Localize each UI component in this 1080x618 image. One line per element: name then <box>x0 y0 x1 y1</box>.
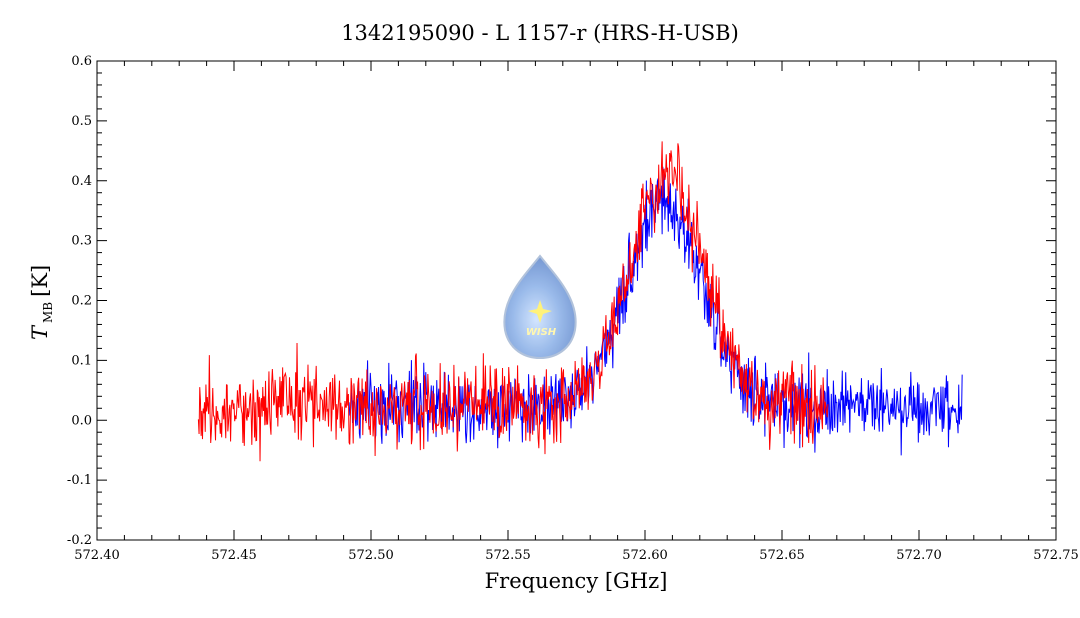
x-tick-label: 572.70 <box>896 548 942 563</box>
logo-text: WISH <box>526 327 557 338</box>
chart-title: 1342195090 - L 1157-r (HRS-H-USB) <box>341 21 739 45</box>
wish-logo: WISH <box>503 254 577 360</box>
y-tick-label: 0.2 <box>71 294 92 309</box>
x-tick-label: 572.40 <box>74 548 120 563</box>
y-tick-label: 0.6 <box>71 54 92 69</box>
y-tick-label: 0.0 <box>71 413 92 428</box>
y-tick-labels: -0.2 -0.1 0.0 0.1 0.2 0.3 0.4 0.5 0.6 <box>67 54 92 548</box>
x-tick-labels: 572.40 572.45 572.50 572.55 572.60 572.65 572.… <box>74 548 1079 563</box>
y-tick-label: 0.3 <box>71 234 92 249</box>
series-layer <box>197 141 963 462</box>
axis-ticks <box>96 60 1057 541</box>
x-tick-label: 572.60 <box>622 548 668 563</box>
y-tick-label: -0.1 <box>67 473 92 488</box>
y-tick-label: 0.4 <box>71 174 92 189</box>
x-tick-label: 572.55 <box>485 548 531 563</box>
y-tick-label: 0.5 <box>71 114 92 129</box>
y-tick-label: 0.1 <box>71 353 92 368</box>
y-axis-label: TMB [K] <box>28 265 55 340</box>
x-tick-label: 572.75 <box>1033 548 1079 563</box>
logo-star-icon <box>528 300 552 323</box>
plot-frame <box>96 60 1057 541</box>
spectrum-series-red <box>197 141 829 462</box>
y-axis-label-sub: MB <box>41 302 55 323</box>
y-axis-label-unit: [K] <box>28 265 52 297</box>
x-tick-label: 572.45 <box>211 548 257 563</box>
x-tick-label: 572.65 <box>759 548 805 563</box>
y-tick-label: -0.2 <box>67 533 92 548</box>
svg-text:TMB[K]: TMB [K] <box>28 265 55 340</box>
x-tick-label: 572.50 <box>348 548 394 563</box>
x-axis-label: Frequency [GHz] <box>485 569 668 593</box>
y-axis-label-main: T <box>28 324 52 340</box>
